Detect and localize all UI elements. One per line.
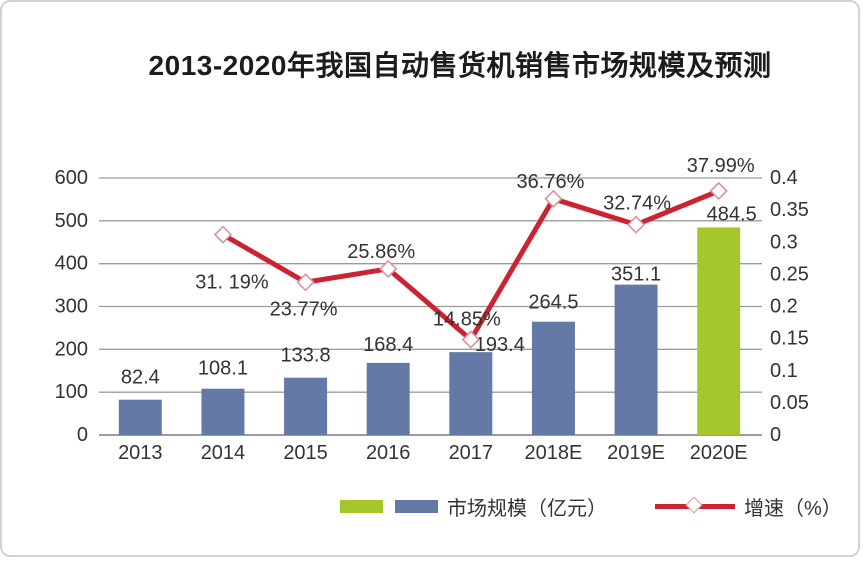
bar — [118, 399, 162, 435]
right-axis-tick-label: 0.25 — [770, 263, 809, 285]
right-axis-tick-label: 0 — [770, 424, 781, 446]
bar-value-label: 133.8 — [281, 345, 331, 367]
bar-value-label: 351.1 — [611, 264, 661, 286]
right-axis-tick-label: 0.1 — [770, 360, 798, 382]
growth-point-label: 32.74% — [603, 193, 671, 215]
x-axis-category-label: 2017 — [449, 442, 494, 464]
x-axis-category-label: 2020E — [690, 442, 748, 464]
bar — [201, 388, 245, 435]
legend-growth-label: 增速（%） — [744, 497, 842, 520]
x-axis-category-label: 2014 — [201, 442, 246, 464]
legend-swatch-market — [395, 499, 438, 513]
x-axis-category-label: 2018E — [525, 442, 583, 464]
left-axis-tick-label: 200 — [55, 338, 88, 360]
legend-line-sample — [655, 496, 735, 513]
bar — [697, 227, 741, 435]
x-axis-category-label: 2013 — [118, 442, 163, 464]
chart-title: 2013-2020年我国自动售货机销售市场规模及预测 — [148, 50, 772, 81]
bar-value-label: 264.5 — [528, 292, 578, 314]
growth-point-label: 25.86% — [347, 241, 415, 263]
growth-point-label: 36.76% — [517, 171, 585, 193]
growth-marker-icon — [296, 273, 315, 292]
left-axis-tick-label: 0 — [77, 424, 88, 446]
legend: 市场规模（亿元） 增速（%） — [340, 496, 842, 520]
right-axis-tick-label: 0.3 — [770, 231, 798, 253]
bar — [614, 284, 658, 435]
right-axis-tick-label: 0.2 — [770, 296, 798, 318]
x-axis-category-label: 2015 — [283, 442, 328, 464]
growth-marker-icon — [213, 225, 233, 244]
legend-market-label: 市场规模（亿元） — [447, 497, 607, 520]
bar-value-label: 193.4 — [475, 334, 525, 356]
bar-value-label: 484.5 — [707, 203, 757, 225]
left-axis-tick-label: 300 — [55, 296, 88, 318]
growth-marker-icon — [461, 330, 480, 349]
growth-marker-icon — [379, 259, 398, 278]
growth-point-label: 37.99% — [687, 155, 755, 177]
x-axis-category-label: 2016 — [366, 442, 411, 464]
right-axis-tick-label: 0.05 — [770, 392, 809, 414]
bar — [366, 362, 410, 435]
left-axis-tick-label: 400 — [55, 253, 88, 275]
legend-diamond-marker-icon — [685, 496, 703, 513]
right-axis-tick-label: 0.35 — [770, 199, 809, 221]
bar — [531, 321, 575, 435]
x-axis-category-label: 2019E — [607, 442, 665, 464]
left-axis-tick-label: 600 — [55, 167, 88, 189]
left-axis-tick-label: 500 — [55, 210, 88, 232]
growth-marker-icon — [709, 181, 728, 201]
bar — [449, 352, 493, 435]
growth-point-label: 14.85% — [433, 309, 501, 331]
bar — [284, 377, 328, 435]
legend-swatch-forecast — [340, 499, 383, 513]
right-axis-tick-label: 0.15 — [770, 328, 809, 350]
growth-point-label: 23.77% — [270, 298, 338, 320]
growth-point-label: 31. 19% — [195, 272, 269, 294]
right-axis-tick-label: 0.4 — [770, 167, 798, 189]
bar-value-label: 168.4 — [363, 334, 413, 356]
growth-marker-icon — [626, 215, 646, 234]
bar-value-label: 82.4 — [121, 367, 160, 389]
bar-value-label: 108.1 — [198, 358, 248, 380]
left-axis-tick-label: 100 — [55, 381, 88, 403]
growth-marker-icon — [544, 189, 563, 208]
